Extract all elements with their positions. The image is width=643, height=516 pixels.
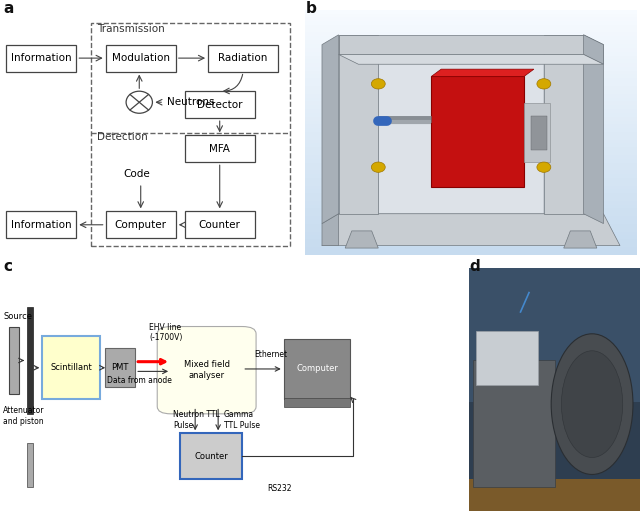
- Bar: [9, 327, 19, 394]
- Text: Neutrons: Neutrons: [167, 97, 215, 107]
- Text: Transmission: Transmission: [97, 24, 165, 35]
- Text: Modulation: Modulation: [112, 53, 170, 63]
- Text: Information: Information: [11, 53, 71, 63]
- Text: d: d: [469, 259, 480, 274]
- Ellipse shape: [371, 162, 385, 172]
- Bar: [91, 23, 290, 246]
- Polygon shape: [339, 35, 378, 214]
- Polygon shape: [584, 35, 603, 64]
- Bar: [185, 135, 255, 163]
- Bar: [469, 479, 640, 511]
- Text: Detector: Detector: [197, 100, 242, 110]
- Text: Neutron TTL
Pulse: Neutron TTL Pulse: [174, 410, 220, 430]
- Polygon shape: [339, 55, 603, 64]
- Text: b: b: [305, 1, 316, 16]
- Text: Gamma
TTL Pulse: Gamma TTL Pulse: [224, 410, 260, 430]
- Polygon shape: [322, 35, 339, 223]
- Polygon shape: [378, 55, 544, 214]
- Text: EHV line
(-1700V): EHV line (-1700V): [149, 323, 183, 342]
- Text: Code: Code: [123, 169, 150, 179]
- Text: Mixed field
analyser: Mixed field analyser: [184, 361, 230, 380]
- Polygon shape: [339, 35, 584, 55]
- Text: Ethernet: Ethernet: [254, 349, 287, 359]
- Bar: [284, 338, 350, 399]
- Text: RS232: RS232: [267, 484, 292, 493]
- Ellipse shape: [561, 351, 622, 458]
- Text: Computer: Computer: [296, 364, 338, 374]
- Bar: [27, 307, 33, 414]
- Text: PMT: PMT: [111, 363, 129, 372]
- Polygon shape: [564, 231, 597, 248]
- Polygon shape: [431, 76, 524, 187]
- Polygon shape: [584, 35, 603, 223]
- Polygon shape: [322, 214, 620, 246]
- Bar: [185, 91, 255, 118]
- Ellipse shape: [371, 79, 385, 89]
- Bar: [284, 398, 350, 407]
- Text: MFA: MFA: [209, 144, 230, 154]
- Text: Information: Information: [11, 220, 71, 230]
- Polygon shape: [544, 35, 584, 214]
- Text: Source: Source: [4, 312, 33, 321]
- Bar: [27, 443, 33, 487]
- Text: a: a: [3, 1, 14, 16]
- Polygon shape: [530, 116, 547, 150]
- Text: Attenuator
and piston: Attenuator and piston: [3, 406, 45, 426]
- Polygon shape: [322, 214, 339, 246]
- Polygon shape: [345, 231, 378, 248]
- Bar: [208, 45, 278, 72]
- Bar: [476, 331, 538, 385]
- Bar: [105, 45, 176, 72]
- Bar: [185, 212, 255, 238]
- Bar: [6, 212, 77, 238]
- Bar: [469, 268, 640, 401]
- Text: Computer: Computer: [114, 220, 167, 230]
- Text: Counter: Counter: [199, 220, 240, 230]
- Text: c: c: [3, 259, 12, 274]
- Polygon shape: [431, 69, 534, 76]
- Ellipse shape: [537, 162, 551, 172]
- Bar: [105, 212, 176, 238]
- Text: Detection: Detection: [97, 132, 148, 142]
- Bar: [473, 361, 554, 487]
- FancyBboxPatch shape: [42, 336, 100, 399]
- Ellipse shape: [537, 79, 551, 89]
- FancyBboxPatch shape: [105, 348, 135, 387]
- Bar: [6, 45, 77, 72]
- FancyBboxPatch shape: [158, 327, 256, 414]
- Polygon shape: [524, 103, 550, 163]
- Text: Radiation: Radiation: [219, 53, 267, 63]
- FancyBboxPatch shape: [180, 433, 242, 479]
- Text: Scintillant: Scintillant: [50, 363, 92, 372]
- Ellipse shape: [551, 334, 633, 475]
- Text: Data from anode: Data from anode: [107, 376, 172, 385]
- Text: Counter: Counter: [194, 452, 228, 461]
